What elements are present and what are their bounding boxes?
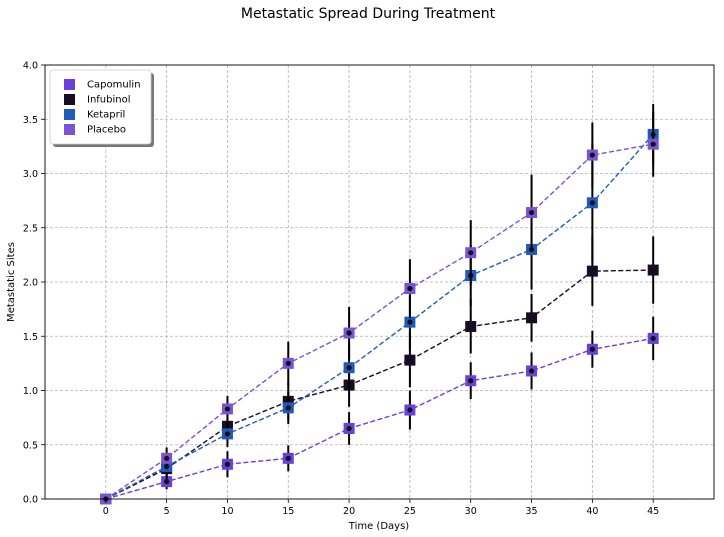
data-point-dot xyxy=(468,378,474,384)
data-point-dot xyxy=(589,152,595,158)
data-point-dot xyxy=(346,330,352,336)
x-tick-label: 35 xyxy=(525,506,537,517)
y-tick-label: 3.0 xyxy=(23,169,38,180)
y-tick-label: 4.0 xyxy=(23,61,38,72)
series-line-ketapril xyxy=(105,133,654,500)
chart-title: Metastatic Spread During Treatment xyxy=(241,6,496,22)
data-point-dot xyxy=(528,368,535,374)
series-line-infubinol xyxy=(105,269,654,500)
data-point-dot xyxy=(468,323,474,330)
legend-marker-infubinol xyxy=(64,94,75,105)
data-point-dot xyxy=(224,461,231,467)
data-point-dot xyxy=(407,285,413,292)
x-tick-label: 20 xyxy=(343,506,355,517)
x-tick-label: 25 xyxy=(404,506,416,517)
data-point-dot xyxy=(650,335,656,342)
x-tick-label: 15 xyxy=(282,506,294,517)
legend-box xyxy=(49,69,152,145)
data-point-dot xyxy=(589,346,595,352)
data-point-dot xyxy=(407,357,413,363)
data-point-dot xyxy=(468,250,474,256)
series-capomulin xyxy=(100,316,659,505)
legend-label-capomulin: Capomulin xyxy=(87,80,141,91)
data-point-dot xyxy=(407,407,413,413)
data-point-dot xyxy=(589,200,595,206)
y-tick-label: 3.5 xyxy=(23,115,38,126)
data-point-dot xyxy=(528,315,535,321)
y-tick-label: 1.0 xyxy=(23,386,38,397)
legend-label-ketapril: Ketapril xyxy=(87,110,125,121)
x-tick-label: 5 xyxy=(164,506,170,517)
data-point-dot xyxy=(285,405,291,411)
series-placebo xyxy=(100,111,659,505)
x-tick-label: 30 xyxy=(465,506,477,517)
data-point-dot xyxy=(224,406,231,412)
data-point-dot xyxy=(224,431,231,437)
y-tick-label: 1.5 xyxy=(23,332,38,343)
data-point-dot xyxy=(650,141,656,147)
legend-label-placebo: Placebo xyxy=(87,125,126,136)
legend-marker-ketapril xyxy=(64,109,75,120)
data-point-dot xyxy=(164,479,170,485)
y-tick-label: 2.5 xyxy=(23,223,38,234)
x-tick-label: 45 xyxy=(647,506,659,517)
data-point-dot xyxy=(589,268,595,274)
x-axis-label: Time (Days) xyxy=(348,521,410,532)
y-axis-label: Metastatic Sites xyxy=(6,242,17,322)
data-point-dot xyxy=(346,365,352,371)
data-point-dot xyxy=(346,425,352,432)
data-point-dot xyxy=(650,267,656,273)
y-tick-label: 2.0 xyxy=(23,278,38,289)
series-line-capomulin xyxy=(105,337,654,500)
x-tick-label: 0 xyxy=(103,506,109,517)
series-layer xyxy=(100,104,659,505)
legend-marker-placebo xyxy=(64,124,75,135)
y-tick-label: 0.5 xyxy=(23,440,38,451)
x-axis: 0 5 10 15 20 25 30 35 40 45 xyxy=(103,499,659,517)
data-point-dot xyxy=(407,319,413,325)
series-line-placebo xyxy=(105,143,654,500)
x-tick-label: 10 xyxy=(221,506,233,517)
legend-marker-capomulin xyxy=(64,79,75,90)
legend-label-infubinol: Infubinol xyxy=(87,95,131,106)
data-point-dot xyxy=(528,209,535,216)
y-tick-label: 0.0 xyxy=(23,495,38,506)
legend: Capomulin Infubinol Ketapril Placebo xyxy=(49,69,154,147)
x-tick-label: 40 xyxy=(586,506,598,517)
data-point-dot xyxy=(285,455,291,461)
data-point-dot xyxy=(164,455,170,461)
y-axis: 0.0 0.5 1.0 1.5 2.0 2.5 3.0 3.5 4.0 xyxy=(23,61,45,506)
data-point-dot xyxy=(285,360,291,366)
